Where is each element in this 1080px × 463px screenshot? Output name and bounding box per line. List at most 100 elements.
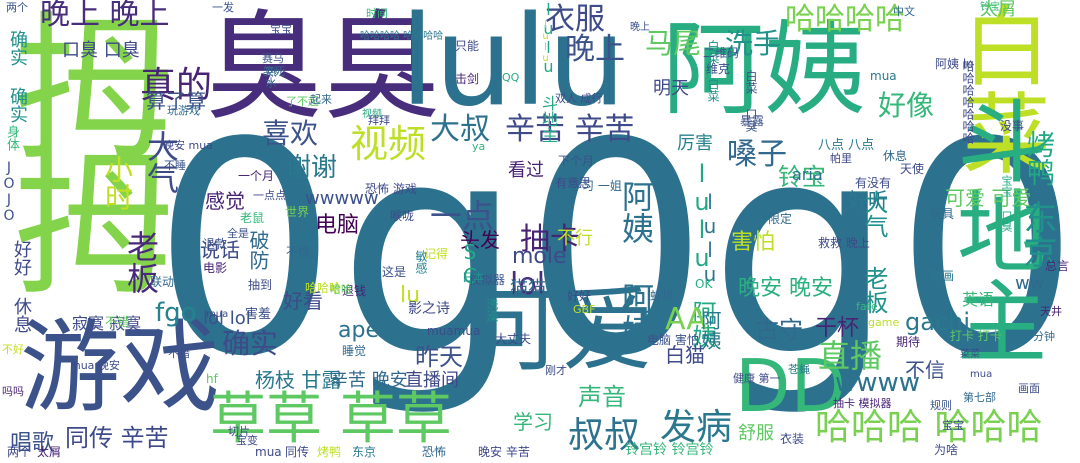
word: 蚌埠 [650, 289, 675, 303]
word: 时间 [366, 7, 388, 20]
word: 拜拜 [368, 114, 390, 127]
word: JOJO [1, 160, 17, 224]
word: 害怕 [731, 230, 776, 255]
word: 休息 [883, 149, 908, 163]
word: 昨天 [415, 343, 463, 371]
word: 全是 [227, 227, 249, 240]
word: 模拟器 [469, 273, 506, 287]
word: 苍蝇 [788, 363, 810, 376]
word: 草草 草草 [210, 387, 452, 452]
word: 衣服 [545, 2, 605, 37]
word: 天使 [900, 162, 925, 176]
word: SC [458, 240, 482, 288]
word: 同传 辛苦 [65, 424, 169, 452]
word: 衣装 [780, 432, 805, 446]
word: 二维码 [703, 46, 740, 60]
word: 有意思 [555, 176, 592, 190]
word: lulu [540, 20, 551, 64]
word: 英语 [962, 290, 995, 309]
word: 睡觉 [342, 344, 367, 358]
word: gachi [905, 308, 971, 336]
word: 确实 [222, 327, 279, 360]
word: 救救 晚上 [818, 236, 870, 250]
word: 寂寞 寂寞 [72, 314, 142, 333]
word: 同传 [285, 445, 310, 459]
word: 铃宝 [980, 2, 1000, 13]
word: 阿姨 阿姨 [617, 180, 655, 346]
word: 破防 [246, 230, 270, 270]
word: 臭臭 [205, 0, 442, 136]
word: 了不起 [286, 95, 319, 108]
word: mua [255, 445, 282, 459]
word: 动画 [930, 269, 955, 283]
word: 限定 [768, 212, 793, 226]
word: 辛苦 辛苦 [505, 112, 635, 147]
word: 谢谢 [285, 153, 338, 183]
word: 学习 [513, 410, 553, 434]
word: 晚安 mua [163, 139, 213, 152]
word: 头发 [460, 228, 500, 252]
word: 中文 [893, 5, 915, 18]
word: 一发 [212, 1, 234, 14]
word: lulu 斗地主 [539, 0, 558, 143]
word: 白猫 [665, 343, 705, 367]
word: wwwww [305, 188, 379, 209]
word: 太屑 [37, 445, 62, 459]
word: 下个月 [558, 154, 595, 168]
word: ya [472, 140, 486, 153]
word: 画面 [1018, 382, 1040, 395]
word: 白菜 口臭 [744, 70, 758, 132]
word: 烤鸭 [1023, 130, 1056, 186]
word: 击剑 [455, 72, 480, 86]
word: mua [870, 69, 897, 83]
word: 拇 [14, 0, 175, 183]
word: 晚安 晚安 [738, 276, 833, 301]
word: 老板 [122, 230, 160, 294]
word: 学习 一姐 [570, 179, 622, 193]
word: 帕里 [830, 152, 852, 165]
word: 真的 [140, 65, 213, 106]
word: 晚上 [630, 22, 650, 33]
word: hf [206, 372, 218, 386]
word: 嗓子 [727, 137, 787, 172]
word: 恐怖 [422, 445, 447, 459]
word: 刚才 [545, 364, 567, 377]
word: 哈哈哈 哈哈哈 [815, 407, 1043, 448]
word: 赛马 [262, 52, 284, 65]
word: ww [1015, 273, 1045, 294]
word: 影之诗 [408, 301, 450, 317]
word: 宝宝 [942, 419, 964, 432]
word: 好听 [848, 188, 888, 212]
word: 干杯 [815, 316, 860, 341]
word: aria [792, 165, 823, 184]
word: 热水 [264, 66, 277, 88]
word: 洗澡 [485, 298, 499, 322]
word: 电脑 害怕 [647, 333, 699, 347]
word: 叔叔 [568, 415, 641, 456]
word: 分钟 [1033, 330, 1055, 343]
word: 玩游戏 [167, 104, 200, 117]
word: 厉害 [677, 133, 713, 154]
word: 声音 [578, 383, 626, 411]
word: 唱歌 [10, 431, 55, 456]
word: 视频 [362, 109, 382, 120]
word: 好好 休息 [11, 240, 32, 333]
word: apex [338, 318, 392, 343]
word: 不行 [557, 228, 593, 249]
word: fgo [155, 298, 197, 328]
word: 好看 [283, 289, 323, 313]
word: 两个 [7, 445, 32, 459]
word: 可爱 可爱 [945, 186, 1032, 210]
word: 恐怖 游戏 [365, 182, 417, 196]
word: 敏感 [414, 250, 428, 274]
word: 菜菜 [960, 349, 980, 360]
word: fate [856, 300, 878, 313]
word: mua [206, 309, 229, 320]
word: 大丈夫 [495, 332, 532, 346]
word: DD [735, 344, 846, 428]
word: 阿姨 [662, 11, 866, 130]
word: 喜欢 [262, 117, 319, 150]
word: lulu 阿姨 [688, 160, 716, 348]
word: 维克 [706, 62, 731, 76]
word: 切片 [228, 425, 250, 438]
